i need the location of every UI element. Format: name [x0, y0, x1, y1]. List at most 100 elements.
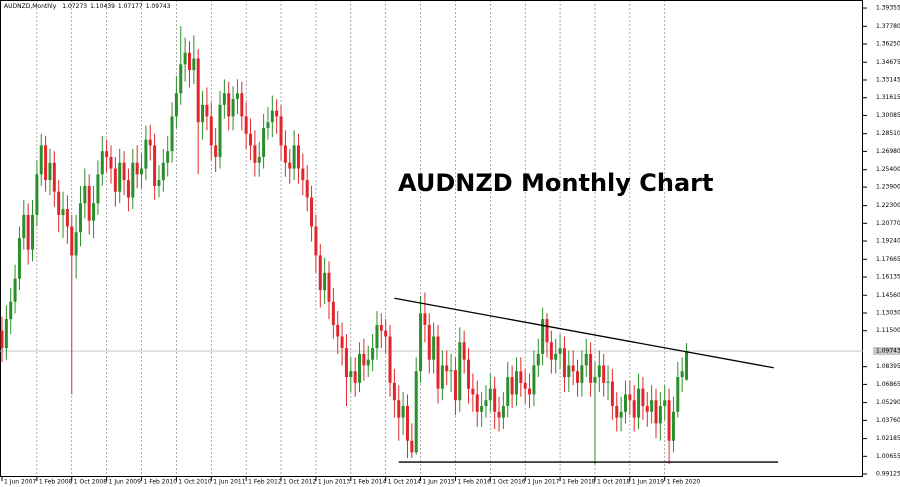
candle-body — [44, 145, 48, 181]
candle-body — [458, 342, 462, 401]
candle-body — [227, 93, 231, 117]
candle-body — [244, 116, 248, 134]
candle-body — [554, 353, 558, 360]
candle-body — [632, 400, 636, 418]
candle-body — [685, 351, 689, 380]
candle-body — [371, 348, 375, 360]
candle-body — [235, 93, 239, 100]
candle-body — [144, 139, 148, 169]
candle-body — [514, 371, 518, 395]
candle-body — [471, 388, 475, 395]
x-tick-label: 1 Jun 2011 — [213, 479, 245, 486]
candle-body — [528, 388, 532, 395]
y-tick-label: 1.17665 — [876, 256, 900, 263]
y-tick-label: 1.30085 — [876, 112, 900, 119]
candle-body — [501, 405, 505, 418]
chart-title: AUDNZD Monthly Chart — [398, 169, 713, 197]
candle-body — [35, 174, 39, 215]
candle-body — [187, 52, 191, 71]
candle-body — [31, 214, 35, 250]
candle-body — [331, 301, 335, 325]
candle-body — [615, 405, 619, 418]
y-tick-label: 1.00655 — [876, 453, 900, 460]
candle-body — [344, 348, 348, 378]
x-tick-label: 1 Feb 2010 — [144, 479, 178, 486]
x-tick-label: 1 Jun 2019 — [632, 479, 664, 486]
candle-body — [637, 388, 641, 418]
plot-frame — [0, 0, 863, 477]
last-price-label: 1.09743 — [876, 348, 900, 355]
candle-body — [39, 145, 43, 175]
candle-body — [279, 116, 283, 146]
candle-body — [676, 377, 680, 412]
candle-body — [419, 313, 423, 372]
y-tick-label: 1.08395 — [876, 363, 900, 370]
y-tick-label: 0.99125 — [876, 471, 900, 478]
candle-body — [161, 162, 165, 181]
candle-body — [506, 377, 510, 406]
candle-body — [296, 145, 300, 169]
x-tick-label: 1 Jun 2017 — [527, 479, 559, 486]
y-tick-label: 1.23900 — [876, 184, 900, 191]
header: AUDNZD,Monthly 1.07273 1.10439 1.07177 1.097… — [4, 3, 171, 10]
candle-body — [567, 365, 571, 378]
candle-body — [475, 394, 479, 412]
candle-body — [619, 411, 623, 418]
y-tick-label: 1.16135 — [876, 274, 900, 281]
candle-body — [318, 255, 322, 291]
candle-body — [571, 365, 575, 372]
candle-body — [118, 162, 122, 192]
candle-body — [270, 110, 274, 123]
y-tick-label: 1.25400 — [876, 166, 900, 173]
candle-body — [336, 324, 340, 337]
x-tick-label: 1 Oct 2010 — [178, 479, 211, 486]
candle-body — [192, 58, 196, 71]
candle-body — [576, 371, 580, 383]
x-tick-label: 1 Jun 2015 — [423, 479, 455, 486]
candle-body — [641, 388, 645, 406]
candle-body — [558, 348, 562, 354]
last-price-box — [873, 347, 900, 356]
candle-body — [292, 145, 296, 169]
candle-body — [445, 365, 449, 372]
candle-body — [353, 371, 357, 383]
y-tick-label: 1.13030 — [876, 309, 900, 316]
candle-body — [122, 162, 126, 181]
trend-line — [394, 297, 774, 369]
x-tick-label: 1 Oct 2016 — [492, 479, 525, 486]
candle-body — [100, 151, 104, 175]
candle-body — [179, 64, 183, 94]
y-tick-label: 1.39355 — [876, 5, 900, 12]
candle-body — [218, 104, 222, 157]
candle-body — [519, 371, 523, 383]
x-tick-label: 1 Jun 2007 — [4, 479, 36, 486]
open-value: 1.07273 — [62, 3, 87, 10]
candle-body — [654, 400, 658, 424]
candle-body — [166, 151, 170, 163]
candle-body — [480, 405, 484, 412]
candle-body — [375, 324, 379, 349]
candle-body — [366, 359, 370, 366]
symbol: AUDNZD,Monthly — [4, 3, 57, 10]
candle-body — [301, 168, 305, 181]
candle-body — [201, 104, 205, 123]
candle-body — [17, 238, 21, 279]
x-tick-label: 1 Feb 2012 — [248, 479, 282, 486]
candle-body — [283, 145, 287, 163]
y-tick-label: 1.26980 — [876, 148, 900, 155]
candle-body — [562, 348, 566, 378]
candle-body — [597, 365, 601, 378]
candle-body — [183, 52, 187, 65]
y-tick-label: 1.02185 — [876, 435, 900, 442]
candle-body — [22, 214, 26, 239]
y-tick-label: 1.06865 — [876, 381, 900, 388]
y-tick-label: 1.31615 — [876, 94, 900, 101]
candle-body — [432, 336, 436, 360]
candle-body — [148, 139, 152, 146]
candle-body — [623, 394, 627, 412]
x-tick-label: 1 Oct 2014 — [388, 479, 421, 486]
candle-body — [153, 145, 157, 186]
candle-body — [61, 209, 65, 215]
candle-body — [453, 370, 457, 401]
